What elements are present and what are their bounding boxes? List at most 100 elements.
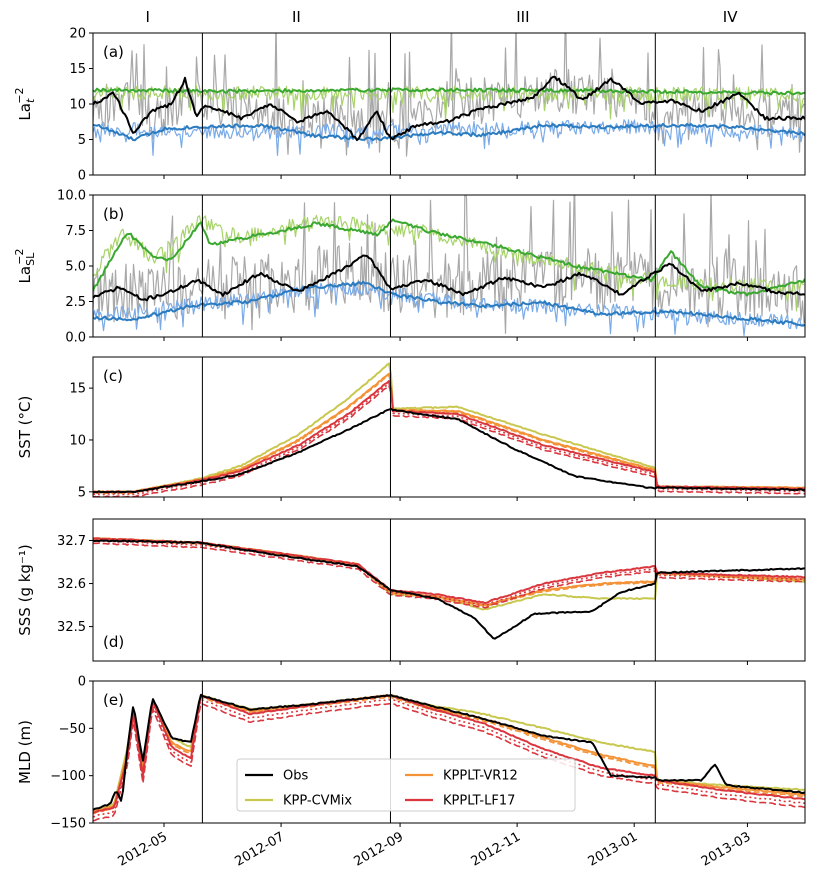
panel-c-series-vr12-line [93, 372, 805, 494]
panel-d-series-lf17-line [93, 539, 805, 607]
panel-a-ytick-label: 10 [69, 98, 86, 113]
panel-d-ytick-label: 32.6 [57, 577, 86, 592]
panel-e-ytick-label: −50 [59, 722, 86, 737]
panel-a-series-green_dark-line [93, 87, 805, 96]
panel-a-series-blue_light-line [93, 119, 805, 156]
panel-c-series-lf17-line [93, 385, 805, 497]
panel-a-plot-area [93, 33, 805, 157]
panel-b-series-blue_light-line [93, 281, 805, 337]
panel-c-series-cvmix [93, 362, 805, 494]
period-label-III: III [516, 8, 529, 26]
panel-a-ytick-label: 5 [78, 133, 86, 148]
panel-b-series-green_light-line [93, 214, 805, 312]
panel-c-plot-area [93, 362, 805, 497]
panel-d-ytick-label: 32.7 [57, 534, 86, 549]
panel-e-label: (e) [103, 691, 124, 709]
panel-b-ytick-label: 7.5 [65, 224, 86, 239]
panel-b-ytick-label: 10.0 [57, 189, 86, 204]
panel-a: 0 5 10 15 20 (a) Lat−2 [13, 27, 806, 184]
panel-e-series-obs-line [93, 693, 805, 811]
panel-c-series-obs [93, 407, 805, 494]
panel-b-ytick-label: 2.5 [65, 295, 86, 310]
panel-e-series-obs [93, 693, 805, 811]
period-label-II: II [292, 8, 301, 26]
panel-e-plot-area [93, 693, 805, 822]
panel-c-ytick-label: 10 [69, 433, 86, 448]
panel-c-label: (c) [103, 367, 123, 385]
period-label-IV: IV [723, 8, 738, 26]
panel-a-label: (a) [103, 43, 124, 61]
panel-a-series-obs [93, 75, 805, 142]
panel-c-ylabel: SST (°C) [16, 396, 34, 459]
legend-label-1: Obs [283, 769, 308, 784]
panel-c-ytick-label: 15 [69, 382, 86, 397]
panel-d-ylabel: SSS (g kg⁻¹) [16, 544, 34, 635]
panel-c-series-vr12 [93, 372, 805, 495]
panel-c-series-lf17 [93, 380, 805, 497]
panel-c-series-obs-line [93, 407, 805, 494]
legend-label-2: KPP-CVMix [283, 794, 352, 809]
panel-a-series-blue_dark-line [93, 122, 805, 142]
xtick-label-2012-11: 2012-11 [469, 829, 524, 869]
panel-e-ytick-label: −150 [50, 817, 86, 832]
panel-b-ylabel: LaSL−2 [13, 249, 37, 284]
panel-d-series-obs-line [93, 539, 805, 640]
panel-c-series-lf17-line [93, 380, 805, 494]
panel-b-series-blue_dark-line [93, 280, 805, 327]
panel-c: 5 10 15 (c) SST (°C) [16, 356, 806, 501]
panel-d-label: (d) [103, 633, 124, 651]
panel-b-series-green_light [93, 214, 805, 312]
panel-a-series-blue_light [93, 119, 805, 156]
panel-c-frame [92, 356, 806, 498]
legend-box [236, 758, 576, 812]
panel-a-ytick-label: 15 [69, 62, 86, 77]
panel-d-series-obs [93, 539, 805, 640]
period-label-I: I [145, 8, 149, 26]
panel-e-series-lf17-line [93, 698, 805, 818]
panel-b-series-obs [93, 254, 805, 302]
legend: Obs KPP-CVMix KPPLT-VR12 KPPLT-LF17 [236, 758, 576, 812]
panel-e-frame [92, 680, 806, 824]
panel-d-series-lf17 [93, 537, 805, 609]
panel-b-ytick-label: 5.0 [65, 260, 86, 275]
panel-b-series-blue_dark [93, 280, 805, 327]
panel-e-ylabel: MLD (m) [16, 720, 34, 784]
panel-e-ytick-label: −100 [50, 769, 86, 784]
panel-b-plot-area [93, 195, 805, 337]
panel-a-ytick-label: 0 [78, 169, 86, 184]
panel-b-series-obs_raw-line [93, 195, 805, 334]
panel-d: 32.5 32.6 32.7 (d) SSS (g kg⁻¹) [16, 518, 806, 665]
xtick-label-2012-07: 2012-07 [233, 829, 288, 869]
xtick-label-2013-03: 2013-03 [699, 829, 754, 869]
panel-a-series-obs_raw-line [93, 33, 805, 157]
panel-b: 0.0 2.5 5.0 7.5 10.0 (b) LaSL−2 [13, 189, 806, 346]
panel-d-ytick-label: 32.5 [57, 620, 86, 635]
panel-c-series-vr12-line [93, 374, 805, 495]
panel-b-label: (b) [103, 205, 124, 223]
panel-a-ytick-label: 20 [69, 27, 86, 42]
panel-a-series-green_dark [93, 87, 805, 96]
panel-c-series-cvmix-line [93, 362, 805, 494]
panel-e-ytick-label: 0 [78, 675, 86, 690]
panel-a-series-obs-line [93, 75, 805, 142]
xtick-label-2012-05: 2012-05 [115, 829, 170, 869]
xtick-label-2013-01: 2013-01 [586, 829, 641, 869]
panel-a-series-blue_dark [93, 122, 805, 142]
panel-d-series-lf17-line [93, 542, 805, 609]
panel-b-series-blue_light [93, 281, 805, 337]
panel-b-series-obs-line [93, 254, 805, 302]
panel-a-series-obs_raw [93, 33, 805, 157]
legend-label-4: KPPLT-LF17 [443, 794, 515, 809]
panel-b-series-obs_raw [93, 195, 805, 334]
legend-label-3: KPPLT-VR12 [443, 769, 518, 784]
panel-b-series-green_dark-line [93, 218, 805, 297]
panel-d-frame [92, 518, 806, 662]
panel-e: −150 −100 −50 0 (e) MLD (m) [16, 675, 806, 832]
xtick-label-2012-09: 2012-09 [352, 829, 407, 869]
panel-e-series-lf17-line [93, 702, 805, 822]
panel-a-ylabel: Lat−2 [13, 87, 37, 120]
panel-c-ytick-label: 5 [78, 485, 86, 500]
panel-b-ytick-label: 0.0 [65, 331, 86, 346]
panel-d-plot-area [93, 537, 805, 640]
